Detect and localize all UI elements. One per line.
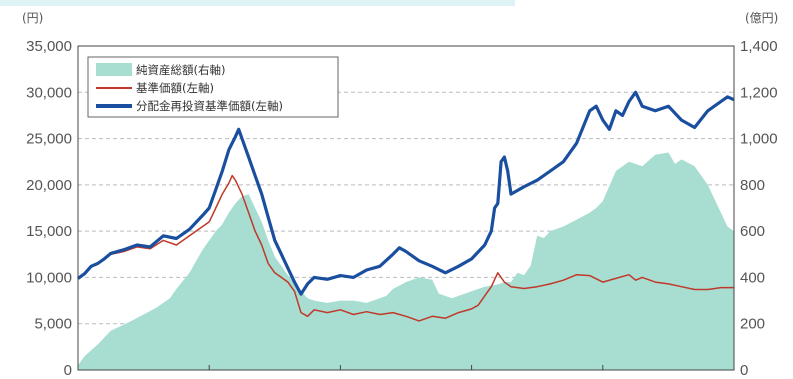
legend: 純資産総額(右軸) 基準価額(左軸) 分配金再投資基準価額(左軸): [87, 56, 339, 118]
line-layer: [77, 90, 735, 322]
legend-label-nav: 純資産総額(右軸): [136, 63, 225, 77]
left-tick-label: 15,000: [26, 223, 72, 240]
right-tick-label: 1,200: [740, 84, 778, 101]
left-tick-label: 30,000: [26, 84, 72, 101]
right-tick-labels: 0 200 400 600 800 1,000 1,200 1,400: [740, 38, 778, 379]
left-tick-label: 35,000: [26, 38, 72, 55]
left-tick-label: 25,000: [26, 131, 72, 148]
left-tick-labels: 0 5,000 10,000 15,000 20,000 25,000 30,000 35,0…: [26, 38, 72, 379]
left-tick-label: 20,000: [26, 177, 72, 194]
right-tick-label: 0: [740, 362, 748, 379]
left-axis-unit: (円): [22, 11, 43, 25]
plot-frame: [77, 45, 735, 371]
area-layer: [78, 152, 734, 370]
x-ticks: [208, 365, 604, 370]
series-line-reinvested-nav: [77, 90, 735, 296]
right-axis-unit: (億円): [745, 11, 778, 25]
series-area-net-assets: [78, 152, 734, 370]
legend-label-reinvest: 分配金再投資基準価額(左軸): [136, 99, 283, 113]
left-tick-label: 0: [64, 362, 72, 379]
left-tick-label: 10,000: [26, 269, 72, 286]
top-decorative-strip: [0, 0, 515, 6]
right-tick-label: 1,400: [740, 38, 778, 55]
right-tick-label: 600: [740, 223, 765, 240]
left-tick-label: 5,000: [34, 316, 72, 333]
series-line-nav-price: [77, 174, 734, 322]
right-tick-label: 800: [740, 177, 765, 194]
legend-swatch-nav: [96, 63, 132, 76]
legend-label-price: 基準価額(左軸): [136, 81, 214, 95]
right-tick-label: 200: [740, 316, 765, 333]
right-tick-label: 1,000: [740, 131, 778, 148]
right-tick-label: 400: [740, 269, 765, 286]
